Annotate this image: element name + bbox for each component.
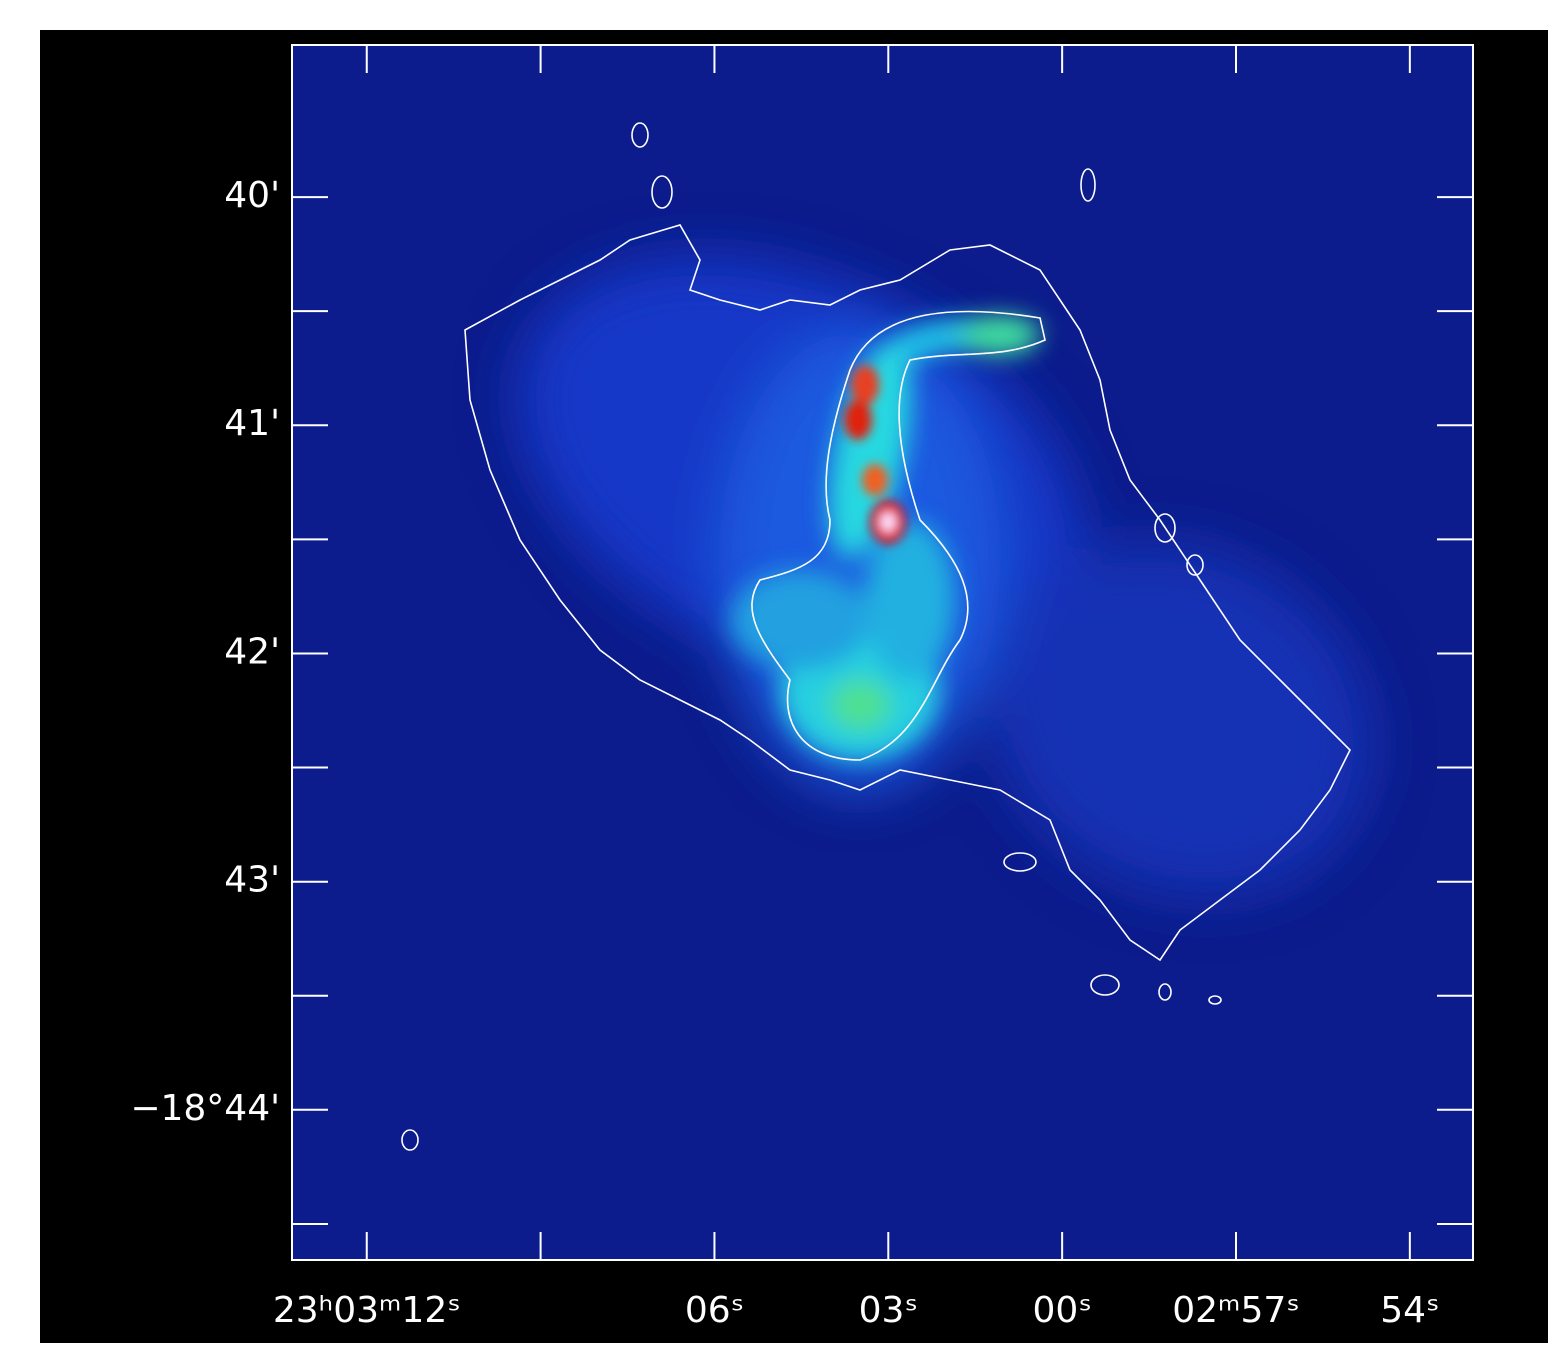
x-tick-label: 02ᵐ57ˢ	[1172, 1290, 1299, 1331]
y-tick-label: −18°44'	[130, 1088, 280, 1129]
sky-image	[292, 45, 1473, 1260]
y-tick-label: 43'	[224, 860, 280, 901]
y-tick-label: 42'	[224, 631, 280, 672]
x-tick-label: 06ˢ	[685, 1290, 744, 1331]
x-tick-label: 00ˢ	[1033, 1290, 1092, 1331]
x-tick-label: 23ʰ03ᵐ12ˢ	[273, 1290, 461, 1331]
chart: 23ʰ03ᵐ12ˢ 06ˢ 03ˢ 00ˢ 02ᵐ57ˢ 54ˢ 40' 41' 42' 43' −…	[0, 0, 1548, 1343]
y-tick-label: 41'	[224, 403, 280, 444]
x-tick-label: 03ˢ	[859, 1290, 918, 1331]
x-tick-label: 54ˢ	[1380, 1290, 1439, 1331]
y-tick-label: 40'	[224, 175, 280, 216]
